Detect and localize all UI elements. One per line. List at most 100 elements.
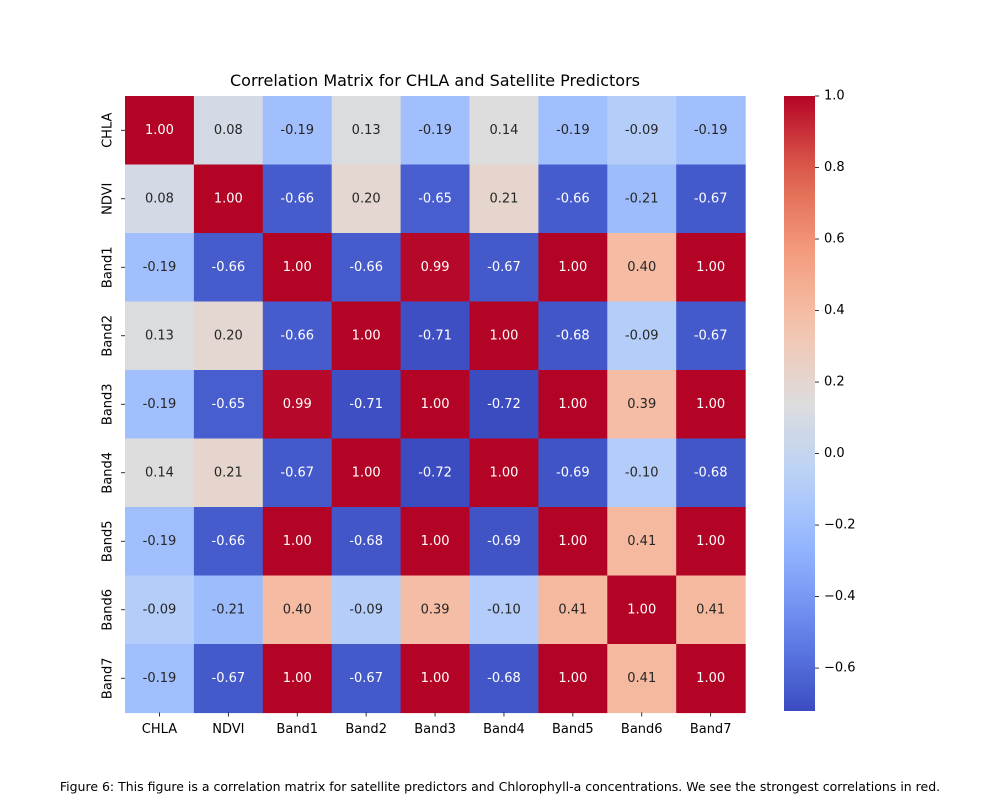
cell-value-label: -0.19 [418,123,452,138]
heatmap-cell [262,96,333,166]
heatmap-cell [607,301,677,371]
heatmap-cell [400,164,471,234]
heatmap-cell [538,575,608,645]
cell-value-label: 1.00 [145,123,174,138]
heatmap-cell [262,575,333,645]
row-tick-labels: CHLA NDVI Band1 Band2 Band3 Band4 Band5 Band6 Ba… [101,113,125,699]
heatmap-cell [676,507,746,577]
cell-value-label: -0.68 [694,465,728,480]
cell-value-label: 0.14 [489,123,518,138]
cell-value-label: -0.66 [280,191,314,206]
row-tick-label: Band2 [101,315,116,357]
heatmap-cell [538,507,608,577]
figure-caption: Figure 6: This figure is a correlation m… [59,779,941,794]
heatmap-cell [538,438,608,508]
colorbar-tick-label: −0.2 [824,518,856,533]
cell-value-label: 1.00 [352,328,381,343]
cell-value-label: -0.66 [212,260,246,275]
heatmap-cell [262,301,333,371]
heatmap-cell [262,233,333,303]
column-tick-label: Band1 [276,722,318,737]
cell-value-label: -0.19 [143,534,177,549]
cell-value-label: -0.09 [625,123,659,138]
cell-value-label: -0.66 [556,191,590,206]
cell-value-label: 1.00 [558,260,587,275]
cell-value-label: 0.40 [283,602,312,617]
heatmap-cell [400,370,471,440]
cell-value-label: 0.14 [145,465,174,480]
row-tick-label: Band7 [101,657,116,699]
cell-value-label: 0.99 [283,397,312,412]
cell-value-label: -0.19 [556,123,590,138]
heatmap-cell [125,644,195,714]
cell-value-label: 0.21 [489,191,518,206]
cell-value-label: -0.68 [556,328,590,343]
cell-value-label: 0.40 [627,260,656,275]
heatmap-cell [607,575,677,645]
heatmap-cell [538,370,608,440]
cell-value-label: -0.67 [349,671,383,686]
cell-value-label: 0.13 [145,328,174,343]
heatmap-cell [193,644,264,714]
heatmap-cell [400,301,471,371]
heatmap-cell [676,575,746,645]
heatmap-cell [125,96,195,166]
colorbar-tick-label: 0.0 [824,446,845,461]
heatmap-cell [193,507,264,577]
column-tick-label: Band5 [552,722,594,737]
heatmap-cell [331,370,402,440]
heatmap-cell [400,233,471,303]
cell-value-label: -0.10 [625,465,659,480]
heatmap-cell [469,575,539,645]
cell-value-label: 1.00 [627,602,656,617]
colorbar: 1.0 0.8 0.6 0.4 0.2 0.0 −0.2 −0.4 −0.6 [784,89,856,711]
heatmap-cell [469,96,539,166]
heatmap-cell [331,233,402,303]
heatmap-cell [469,233,539,303]
heatmap-cell [262,370,333,440]
cell-value-label: 0.41 [627,534,656,549]
heatmap-cell [538,96,608,166]
cell-value-label: 1.00 [558,534,587,549]
heatmap-cell [262,164,333,234]
heatmap-cell [193,575,264,645]
column-tick-label: CHLA [142,722,177,737]
cell-value-label: 1.00 [283,260,312,275]
heatmap-cell [193,233,264,303]
colorbar-tick-label: 0.2 [824,375,845,390]
cell-value-label: -0.19 [694,123,728,138]
heatmap-cell [400,507,471,577]
cell-value-label: 1.00 [696,671,725,686]
heatmap-cell [262,644,333,714]
cell-value-label: -0.66 [280,328,314,343]
heatmap-cell [607,438,677,508]
cell-value-label: -0.69 [487,534,521,549]
heatmap-cell [538,644,608,714]
heatmap-cell [607,507,677,577]
cell-value-label: -0.72 [418,465,452,480]
heatmap-cell [331,575,402,645]
cell-value-label: 1.00 [283,671,312,686]
cell-value-label: -0.10 [487,602,521,617]
heatmap-cell [331,301,402,371]
cell-value-label: 1.00 [352,465,381,480]
cell-value-label: -0.66 [349,260,383,275]
cell-value-label: 1.00 [421,534,450,549]
cell-value-label: -0.65 [212,397,246,412]
heatmap-cell [193,164,264,234]
heatmap-cell [262,438,333,508]
cell-value-label: -0.21 [212,602,246,617]
cell-value-label: 1.00 [283,534,312,549]
heatmap-cell [538,164,608,234]
colorbar-tick-label: −0.6 [824,661,856,676]
row-tick-label: CHLA [101,113,116,148]
heatmap-cell [262,507,333,577]
cell-value-label: 1.00 [489,465,518,480]
column-tick-label: Band2 [345,722,387,737]
colorbar-tick-label: 0.6 [824,232,845,247]
cell-value-label: -0.67 [487,260,521,275]
cell-value-label: 1.00 [558,671,587,686]
cell-value-label: 0.99 [421,260,450,275]
heatmap-cell [193,301,264,371]
heatmap-cell [193,370,264,440]
